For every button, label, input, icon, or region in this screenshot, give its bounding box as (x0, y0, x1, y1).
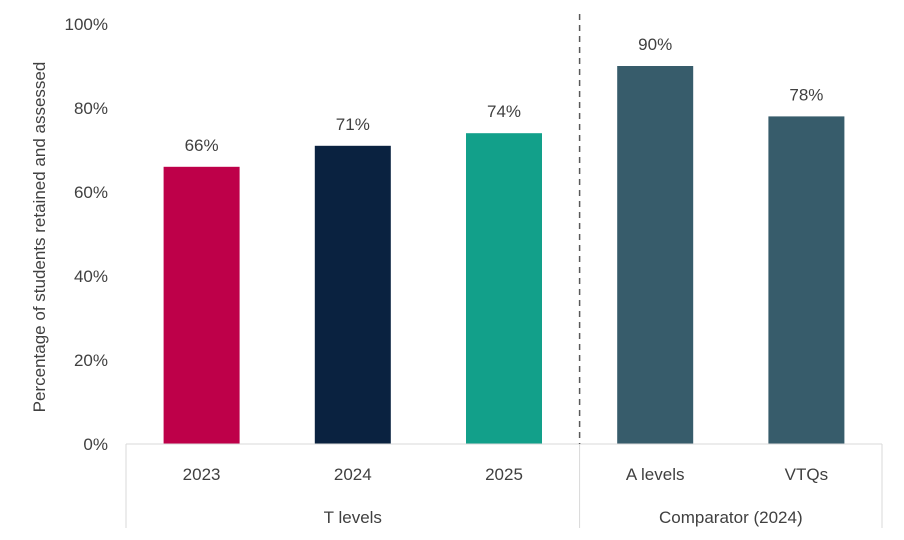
x-tick-label: 2025 (485, 465, 523, 484)
group-label: Comparator (2024) (659, 508, 803, 527)
data-label: 78% (789, 85, 823, 104)
x-tick-label: VTQs (785, 465, 828, 484)
data-label: 71% (336, 115, 370, 134)
y-axis-title: Percentage of students retained and asse… (30, 62, 49, 413)
bars (163, 66, 845, 445)
y-tick-label: 20% (74, 351, 108, 370)
y-tick-label: 80% (74, 99, 108, 118)
bar (314, 145, 391, 445)
bar (163, 166, 240, 445)
x-tick-label: 2023 (183, 465, 221, 484)
data-label: 74% (487, 102, 521, 121)
x-axis: 2023 2024 2025 A levels VTQs T levels Comparat… (125, 14, 883, 528)
y-tick-label: 100% (65, 15, 108, 34)
bar (617, 66, 694, 444)
y-axis: 0% 20% 40% 60% 80% 100% (65, 15, 108, 454)
x-tick-label: 2024 (334, 465, 372, 484)
bar (768, 116, 845, 445)
y-tick-label: 40% (74, 267, 108, 286)
group-label: T levels (324, 508, 382, 527)
y-tick-label: 60% (74, 183, 108, 202)
bar (466, 133, 542, 444)
y-tick-label: 0% (83, 435, 108, 454)
data-label: 66% (185, 136, 219, 155)
data-label: 90% (638, 35, 672, 54)
x-tick-label: A levels (626, 465, 685, 484)
data-labels: 66% 71% 74% 90% 78% (185, 35, 824, 155)
